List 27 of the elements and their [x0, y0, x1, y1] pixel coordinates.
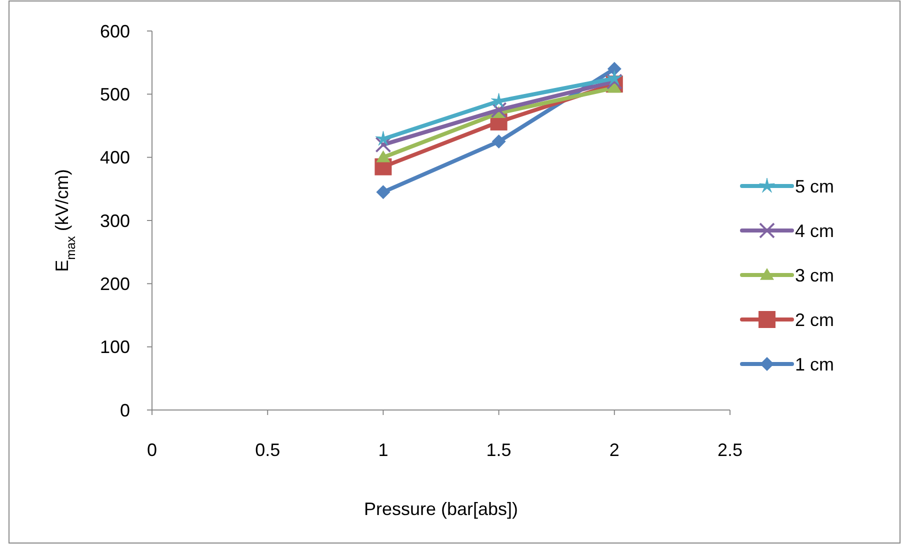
point [376, 150, 390, 162]
point [490, 102, 507, 118]
point [376, 185, 390, 200]
y-tick-label: 500 [100, 84, 130, 104]
y-tick-label: 0 [120, 400, 130, 420]
y-tick-label: 300 [100, 210, 130, 231]
legend-label: 2 cm [795, 310, 834, 330]
legend-label: 4 cm [795, 220, 834, 241]
point [375, 136, 392, 153]
y-tick-label: 100 [100, 337, 130, 358]
y-tick-label: 200 [100, 274, 130, 294]
x-tick-label: 0 [146, 440, 158, 460]
x-tick-label: 0.5 [255, 440, 280, 460]
legend-label: 5 cm [795, 176, 834, 196]
point [492, 134, 506, 149]
point [607, 62, 622, 76]
legend-label: 3 cm [795, 265, 834, 286]
x-tick-label: 2.5 [717, 440, 743, 460]
legend-label: 1 cm [795, 354, 834, 374]
point [606, 70, 622, 86]
x-tick-label: 2 [609, 440, 620, 460]
x-axis-title: Pressure (bar[abs]) [364, 499, 518, 519]
y-tick-label: 600 [100, 21, 130, 42]
x-tick-label: 1 [378, 440, 388, 460]
y-tick-label: 400 [100, 148, 130, 168]
x-tick-label: 1.5 [486, 440, 512, 460]
point [606, 74, 622, 90]
